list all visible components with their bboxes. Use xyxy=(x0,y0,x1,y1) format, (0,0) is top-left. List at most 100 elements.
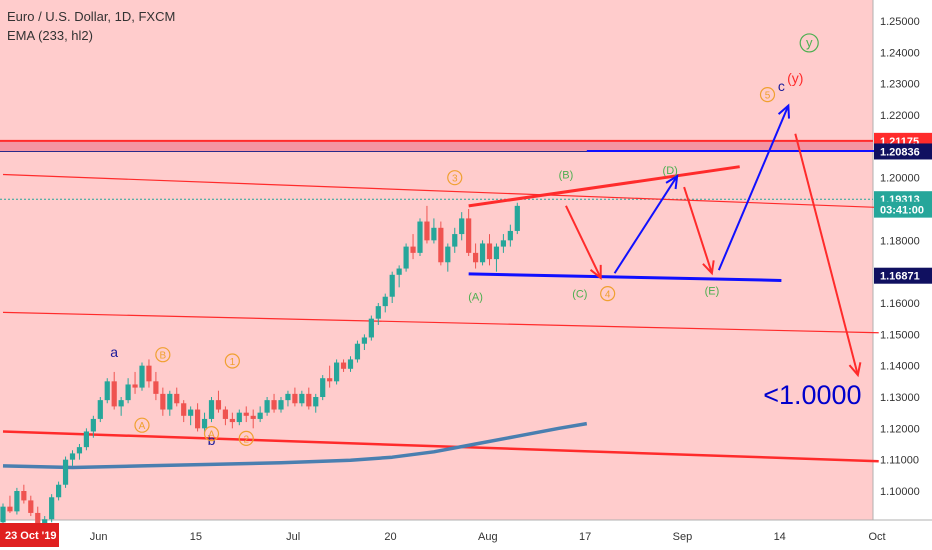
candle xyxy=(340,359,347,372)
candle-body xyxy=(167,393,173,410)
projection-arrow xyxy=(683,186,715,276)
candle xyxy=(368,315,374,341)
candle xyxy=(417,218,423,256)
price-badge: 1.20836 xyxy=(874,143,932,160)
price-tick-label: 1.23000 xyxy=(880,79,920,91)
time-axis: Jun 15 Jul 20 Aug 17 Sep 14 Oct 23 Oct '19 xyxy=(0,523,886,547)
candle-body xyxy=(7,506,13,512)
candle-body xyxy=(132,384,138,388)
candle-body xyxy=(97,400,103,419)
wave-label: (y) xyxy=(787,70,803,86)
time-tick-label: 14 xyxy=(774,531,786,543)
blue-trendline xyxy=(468,272,782,282)
candle xyxy=(271,393,277,413)
candle-body xyxy=(236,412,242,423)
candle-body xyxy=(459,218,465,235)
wave-label-circle xyxy=(238,430,254,446)
red-trendline xyxy=(2,430,879,463)
red-trendline xyxy=(2,173,879,209)
candle-body xyxy=(222,409,228,419)
candle xyxy=(431,218,437,244)
candle-body xyxy=(28,500,34,513)
candle-body xyxy=(486,243,493,260)
candle-body xyxy=(229,418,235,423)
candle-body xyxy=(361,337,367,344)
wave-label: B xyxy=(155,347,171,363)
candle-body xyxy=(174,393,180,404)
candle-body xyxy=(21,491,27,501)
candle-body xyxy=(201,418,208,429)
wave-label: y xyxy=(799,33,819,53)
wave-label-text: 3 xyxy=(452,174,458,185)
candle xyxy=(500,234,506,253)
wave-label-text: c xyxy=(778,78,785,94)
candle xyxy=(69,450,76,466)
candle-body xyxy=(139,365,145,388)
time-tick-label: 17 xyxy=(579,531,591,543)
candle xyxy=(382,293,388,313)
wave-label: (E) xyxy=(705,285,720,297)
candle-body xyxy=(375,306,381,319)
candle xyxy=(479,240,486,266)
candle-body xyxy=(313,397,319,407)
candle xyxy=(250,409,256,429)
price-badge: 03:41:00 xyxy=(874,201,932,218)
candle xyxy=(424,205,430,244)
candle-body xyxy=(368,318,374,338)
wave-label: (A) xyxy=(468,292,483,304)
time-tick-label: Jun xyxy=(90,531,108,543)
price-tick-label: 1.13000 xyxy=(880,392,920,404)
arrow-shaft xyxy=(613,175,678,274)
candle xyxy=(181,400,187,423)
candle xyxy=(410,234,416,260)
wave-label-circle xyxy=(224,353,240,369)
candle xyxy=(90,415,96,438)
candle xyxy=(14,487,20,515)
candle-body xyxy=(76,447,83,454)
price-tick-label: 1.12000 xyxy=(880,423,920,435)
candle xyxy=(28,495,34,517)
candle-body xyxy=(500,240,506,247)
candle xyxy=(97,397,103,423)
red-trendline xyxy=(2,311,879,334)
candle-body xyxy=(62,459,69,485)
candle-body xyxy=(306,393,312,407)
price-tick-label: 1.16000 xyxy=(880,298,920,310)
wave-label-text: a xyxy=(110,344,118,360)
candle-body xyxy=(153,381,159,394)
wave-label-circle xyxy=(203,426,220,442)
candle xyxy=(375,303,381,325)
candle xyxy=(396,265,402,288)
wave-label-text: (C) xyxy=(572,289,587,301)
wave-label: 2 xyxy=(238,430,254,446)
candle xyxy=(361,334,367,350)
candle xyxy=(257,406,263,423)
wave-label: b xyxy=(208,432,216,448)
wave-label: 3 xyxy=(447,170,463,186)
price-tick-label: 1.25000 xyxy=(880,16,920,28)
wave-label: A xyxy=(203,426,220,442)
wave-label-text: b xyxy=(208,432,216,448)
candle xyxy=(56,481,62,501)
candle-body xyxy=(292,393,298,404)
ema-line-layer xyxy=(2,421,588,470)
candle-body xyxy=(507,230,513,241)
price-badge-text: 03:41:00 xyxy=(880,205,924,217)
candle xyxy=(49,494,55,523)
chart-title: Euro / U.S. Dollar, 1D, FXCM xyxy=(7,9,175,24)
candle xyxy=(347,356,354,372)
candle-body xyxy=(479,243,486,263)
candle-body xyxy=(42,519,48,526)
candle xyxy=(278,397,284,413)
candle xyxy=(493,243,500,272)
candle-body xyxy=(69,453,76,460)
wave-label: (C) xyxy=(572,289,587,301)
ema-233-line xyxy=(2,421,588,470)
arrow-head xyxy=(702,260,715,276)
wave-label: 1 xyxy=(224,353,240,369)
candle xyxy=(62,456,69,488)
trendlines-layer xyxy=(2,150,879,463)
candle xyxy=(139,362,145,391)
projection-arrow xyxy=(717,103,791,271)
